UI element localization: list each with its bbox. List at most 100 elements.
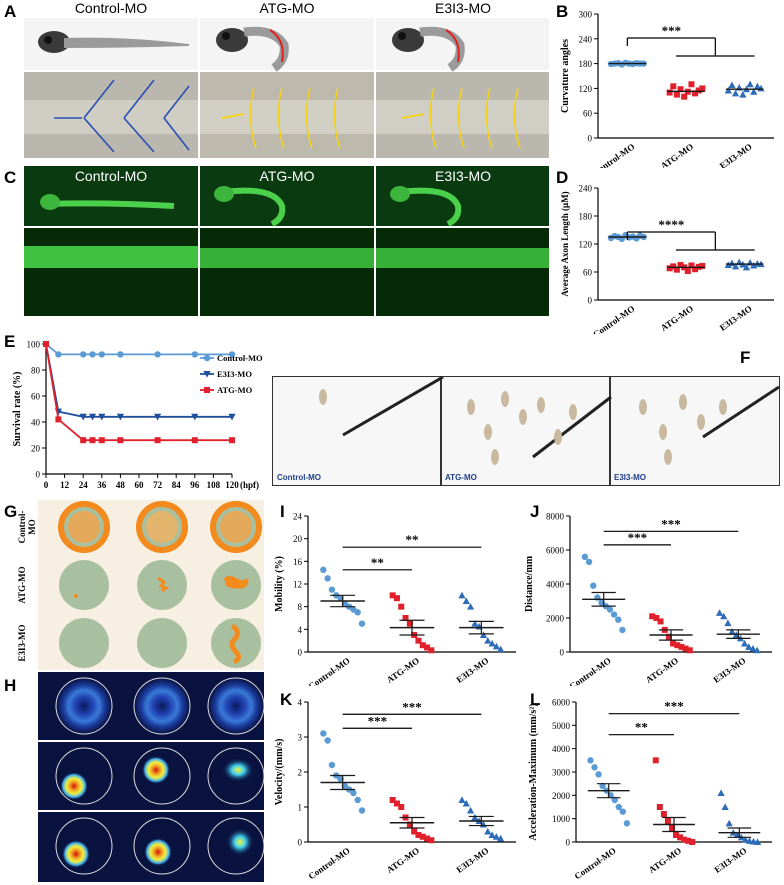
x-category-label: Control-MO [591, 141, 636, 168]
data-point [458, 796, 466, 803]
data-point [728, 628, 736, 635]
data-point [688, 81, 695, 88]
data-point [619, 626, 626, 634]
data-point [406, 821, 413, 828]
data-point [606, 606, 614, 613]
y-tick-label: 8000 [546, 512, 565, 522]
data-point [354, 609, 361, 616]
data-point [471, 620, 479, 627]
significance-label: *** [661, 516, 681, 531]
data-point [666, 265, 673, 272]
y-tick-label: 180 [579, 212, 593, 222]
data-point [656, 804, 663, 810]
data-point [724, 619, 732, 627]
data-point [699, 262, 706, 269]
x-tick-label: 96 [190, 480, 200, 490]
y-tick-label: 4 [298, 625, 303, 635]
x-category-label: E3I3-MO [454, 845, 490, 874]
y-tick-label: 24 [293, 512, 303, 522]
data-point [415, 637, 422, 644]
panel-f-images: Control-MO ATG-MO E3I3-MO [272, 376, 780, 486]
panel-letter-k: K [280, 690, 293, 709]
data-point [717, 789, 725, 796]
data-point [688, 262, 695, 269]
data-point [670, 263, 677, 270]
panel-h-row-atg: ATG-MO [17, 756, 27, 794]
data-point [406, 620, 413, 627]
data-point [80, 437, 87, 444]
data-point [724, 86, 732, 94]
data-point [720, 612, 728, 620]
data-point [488, 639, 496, 647]
x-category-label: E3I3-MO [718, 303, 754, 332]
data-point [728, 81, 736, 89]
panel-a-images: Control-MO ATG-MO E3I3-MO [24, 0, 549, 160]
y-tick-label: 4000 [546, 580, 565, 590]
y-tick-label: 0 [298, 838, 303, 848]
data-point [692, 266, 699, 273]
panel-c-photo-grid [24, 166, 549, 316]
legend-label: ATG-MO [217, 385, 253, 395]
data-point [615, 616, 622, 623]
y-tick-label: 0 [588, 134, 593, 144]
data-point [673, 91, 680, 98]
x-tick-label: 72 [153, 480, 163, 490]
y-tick-label: 60 [583, 268, 593, 278]
data-point [677, 86, 684, 93]
data-point [653, 615, 660, 621]
legend-marker [204, 387, 210, 393]
x-category-label: E3I3-MO [718, 141, 754, 168]
data-point [753, 646, 761, 654]
data-point [328, 761, 336, 769]
legend-marker [203, 354, 211, 362]
y-axis-label: Distance/mm [524, 555, 535, 612]
data-point [324, 737, 331, 744]
data-point [154, 413, 162, 421]
y-tick-label: 1000 [552, 814, 571, 824]
panel-f-photo-grid [319, 377, 779, 485]
x-tick-label: 0 [44, 480, 49, 490]
data-point [389, 592, 396, 599]
data-point [731, 89, 740, 97]
y-tick-label: 3 [298, 733, 303, 743]
data-point [590, 582, 597, 589]
data-point [753, 838, 762, 845]
y-axis-label: Survival rate (%) [12, 372, 23, 447]
data-point [591, 764, 598, 771]
data-point [462, 597, 470, 604]
data-point [424, 835, 431, 842]
panel-g-images: Control-MO ATG-MO E3I3-MO [17, 500, 264, 670]
y-tick-label: 20 [293, 534, 303, 544]
data-point [320, 730, 327, 737]
data-point [673, 266, 680, 273]
data-point [191, 351, 198, 358]
data-point [750, 88, 758, 95]
data-point [611, 796, 618, 804]
significance-label: ** [371, 555, 384, 570]
chart-i-mobility: 0 4 8 12 16 20 24 Mobility (%) Control-MO ATG-MO E… [274, 512, 516, 686]
data-point [677, 834, 684, 841]
x-tick-label: 60 [135, 480, 145, 490]
panel-f-label-control: Control-MO [277, 473, 321, 482]
x-category-label: ATG-MO [647, 845, 683, 875]
data-point [88, 413, 97, 421]
data-point [479, 631, 488, 638]
panel-letter-i: I [280, 502, 285, 521]
data-point [98, 351, 106, 358]
x-tick-label: 120 [225, 480, 239, 490]
data-point [753, 82, 761, 90]
data-point [492, 642, 500, 650]
data-point [154, 351, 161, 358]
panel-letter-a: A [4, 2, 17, 21]
data-point [98, 413, 106, 421]
panel-h-images: Control-MO ATG-MO E3I3-MO [17, 672, 264, 882]
data-point [686, 647, 693, 654]
x-category-label: ATG-MO [644, 655, 680, 685]
data-point [116, 413, 124, 421]
panel-h-heatmaps [38, 672, 264, 882]
y-tick-label: 3000 [552, 768, 571, 778]
data-point [666, 89, 673, 96]
data-point [320, 566, 327, 574]
data-point [750, 261, 758, 269]
chart-l-acceleration: 0 1000 2000 3000 4000 5000 6000 Acceleration-Ma… [528, 698, 772, 881]
